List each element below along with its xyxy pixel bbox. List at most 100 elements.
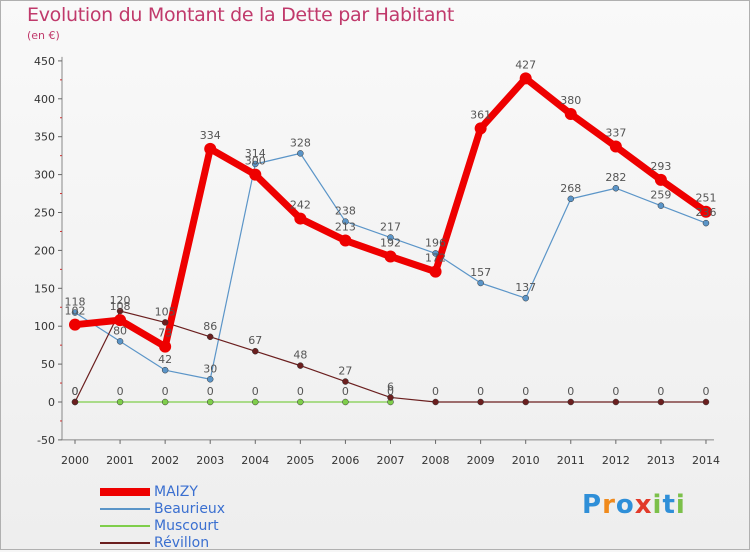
data-point — [204, 142, 217, 155]
data-label: 0 — [72, 385, 79, 398]
data-label: 42 — [158, 353, 172, 366]
data-label: 27 — [338, 365, 352, 378]
data-point — [114, 314, 127, 327]
data-point — [522, 294, 529, 302]
data-label: 380 — [560, 94, 581, 107]
data-label: 192 — [380, 236, 401, 249]
data-point — [657, 398, 665, 406]
data-point — [477, 398, 484, 406]
y-tick-label: 400 — [34, 93, 55, 106]
x-tick-label: 2012 — [602, 454, 630, 467]
data-label: 105 — [155, 305, 176, 318]
data-point — [477, 279, 484, 287]
data-point — [567, 195, 575, 203]
data-label: 213 — [335, 221, 356, 234]
x-tick-label: 2003 — [196, 454, 224, 467]
data-label: 0 — [162, 385, 169, 398]
x-tick-label: 2009 — [467, 454, 495, 467]
data-label: 0 — [567, 385, 574, 398]
data-point — [387, 394, 394, 401]
data-point — [432, 250, 439, 257]
y-tick-label: 350 — [34, 131, 55, 144]
data-label: 30 — [203, 362, 217, 375]
data-label: 157 — [470, 266, 491, 279]
data-label: 238 — [335, 205, 356, 218]
data-label: 314 — [245, 147, 266, 160]
data-point — [657, 202, 665, 209]
y-tick-label: 150 — [34, 282, 55, 295]
chart-title: Evolution du Montant de la Dette par Hab… — [27, 4, 455, 26]
data-label: 361 — [470, 108, 491, 121]
data-label: 300 — [245, 155, 266, 168]
legend-swatch — [100, 488, 150, 496]
data-point — [116, 307, 124, 315]
data-label: 86 — [203, 320, 217, 333]
data-point — [297, 362, 304, 369]
data-label: 0 — [657, 385, 664, 398]
data-point — [522, 398, 529, 406]
data-label: 6 — [387, 380, 394, 393]
data-point — [519, 72, 532, 85]
unit-label: (en €) — [27, 29, 60, 42]
data-label: 293 — [650, 160, 671, 173]
x-tick-label: 2014 — [692, 454, 720, 467]
data-label: 334 — [200, 129, 221, 142]
y-tick-label: 50 — [41, 358, 55, 371]
data-label: 251 — [695, 192, 716, 205]
data-label: 0 — [297, 385, 304, 398]
data-point — [609, 140, 622, 153]
data-label: 0 — [522, 385, 529, 398]
data-point — [432, 398, 439, 406]
data-label: 80 — [113, 324, 127, 337]
data-label: 102 — [65, 305, 86, 318]
data-point — [116, 398, 124, 406]
data-label: 67 — [248, 334, 262, 347]
data-point — [71, 398, 79, 406]
x-tick-label: 2011 — [557, 454, 585, 467]
data-point — [339, 234, 352, 247]
x-tick-label: 2000 — [61, 454, 89, 467]
data-label: 282 — [605, 171, 626, 184]
data-point — [567, 398, 575, 406]
data-label: 0 — [342, 385, 349, 398]
data-point — [252, 347, 259, 355]
data-label: 0 — [432, 385, 439, 398]
data-point — [206, 376, 214, 383]
y-tick-label: 200 — [34, 244, 55, 257]
y-tick-label: 250 — [34, 207, 55, 220]
data-point — [429, 265, 442, 278]
data-label: 427 — [515, 58, 536, 71]
data-point — [116, 338, 124, 345]
data-point — [702, 398, 710, 406]
y-tick-label: 300 — [34, 169, 55, 182]
data-point — [342, 378, 349, 385]
data-label: 0 — [612, 385, 619, 398]
data-point — [699, 205, 712, 218]
data-point — [564, 107, 577, 120]
data-point — [702, 219, 710, 227]
data-label: 337 — [605, 127, 626, 140]
data-point — [654, 173, 667, 186]
data-label: 242 — [290, 199, 311, 212]
y-tick-label: 100 — [34, 320, 55, 333]
legend-label: Muscourt — [154, 518, 219, 534]
x-tick-label: 2013 — [647, 454, 675, 467]
data-point — [294, 212, 307, 225]
data-label: 0 — [252, 385, 259, 398]
data-point — [69, 318, 81, 331]
data-label: 137 — [515, 281, 536, 294]
data-label: 0 — [387, 385, 394, 398]
data-label: 48 — [293, 349, 307, 362]
data-label: 0 — [207, 385, 214, 398]
proxiti-logo: Proxiti — [582, 490, 686, 520]
legend-label: Révillon — [154, 535, 210, 551]
data-label: 0 — [72, 385, 79, 398]
data-label: 236 — [695, 206, 716, 219]
data-label: 259 — [650, 189, 671, 202]
data-point — [206, 333, 214, 341]
y-tick-label: -50 — [37, 434, 55, 447]
data-point — [612, 398, 620, 406]
data-label: 268 — [560, 182, 581, 195]
